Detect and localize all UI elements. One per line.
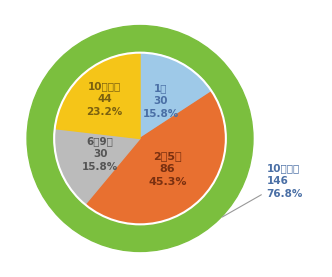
Wedge shape [55, 53, 140, 138]
Text: 6～9人
30
15.8%: 6～9人 30 15.8% [82, 137, 118, 172]
Text: 10人以上
44
23.2%: 10人以上 44 23.2% [87, 81, 123, 117]
Wedge shape [85, 91, 226, 224]
Wedge shape [54, 129, 140, 204]
Text: 2～5人
86
45.3%: 2～5人 86 45.3% [148, 152, 187, 187]
Text: 10人未満
146
76.8%: 10人未満 146 76.8% [222, 164, 303, 217]
Text: 1人
30
15.8%: 1人 30 15.8% [142, 83, 179, 119]
Wedge shape [140, 53, 212, 138]
Circle shape [27, 25, 253, 252]
